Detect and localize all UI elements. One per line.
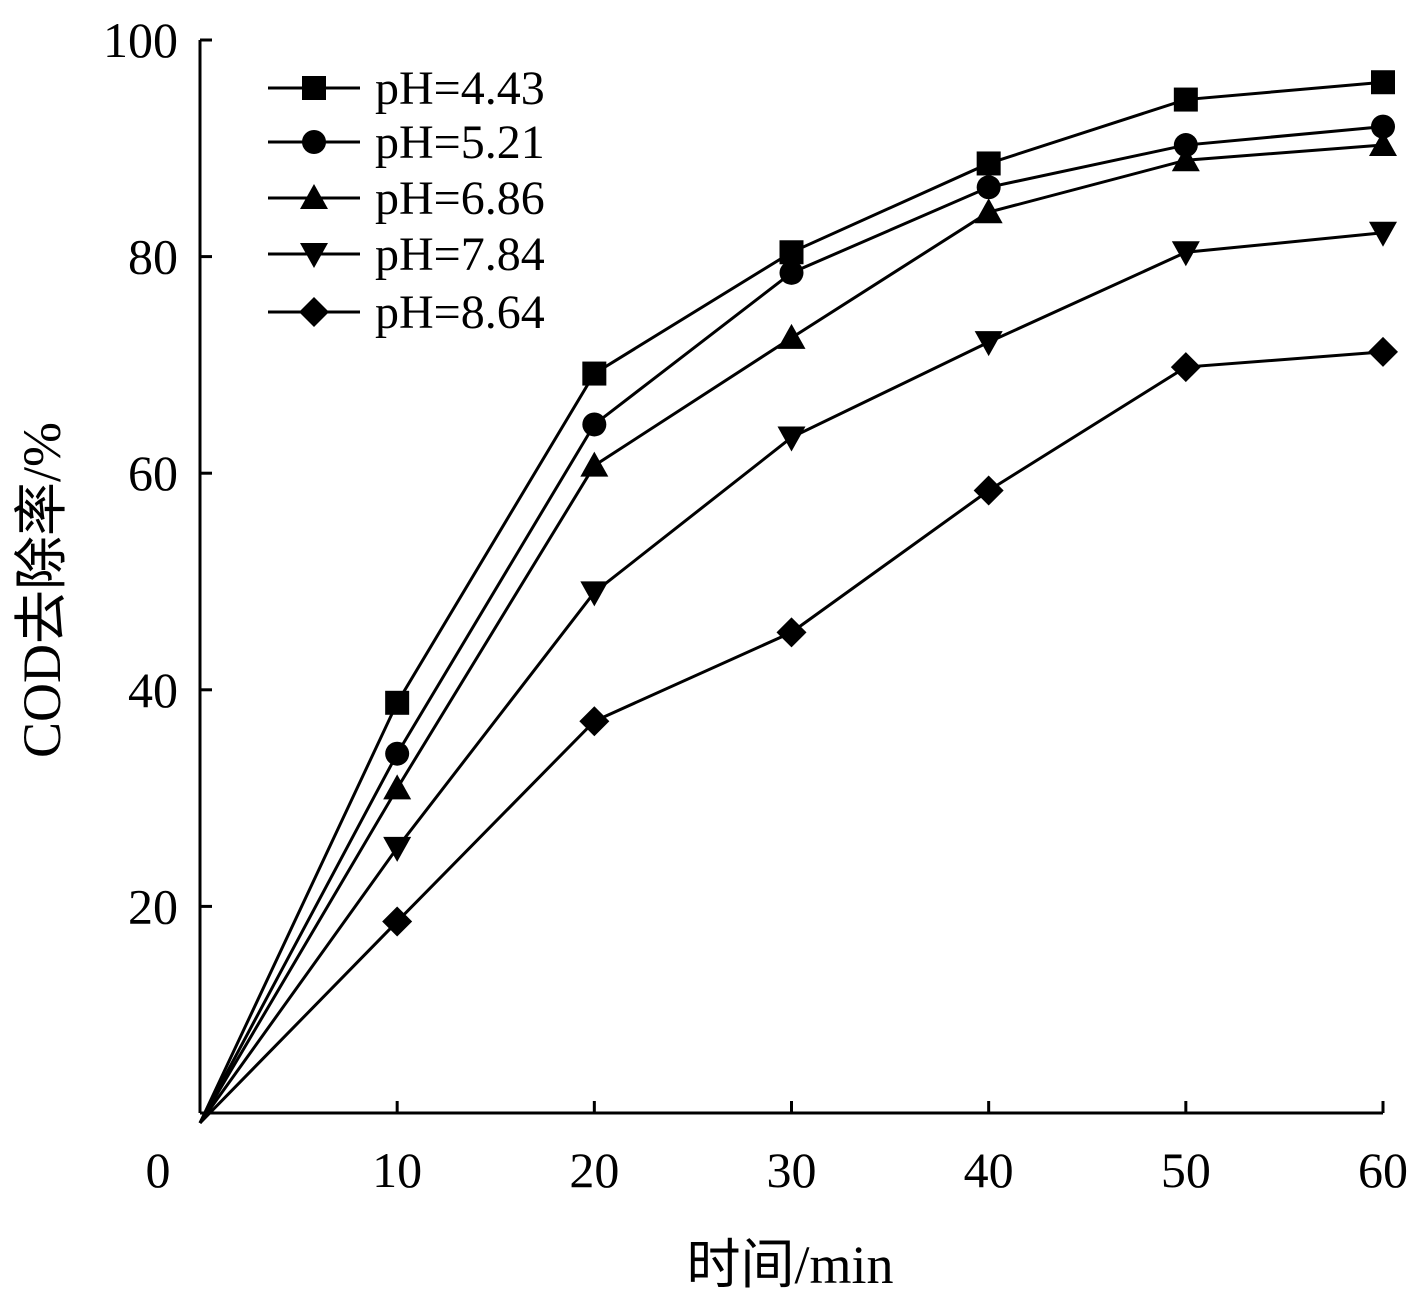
triangle-up-marker — [1171, 146, 1200, 172]
series-ph-8-64 — [198, 336, 1398, 1125]
circle-marker — [779, 260, 804, 285]
triangle-up-marker — [580, 451, 609, 477]
square-marker — [582, 361, 607, 386]
y-tick-label: 60 — [128, 445, 178, 501]
triangle-up-marker — [300, 184, 328, 209]
triangle-up-marker — [777, 323, 806, 349]
y-axis-title: COD去除率/% — [12, 422, 72, 758]
legend-entry: pH=5.21 — [268, 116, 545, 169]
x-tick-label: 40 — [964, 1142, 1014, 1198]
square-marker — [1173, 87, 1198, 112]
diamond-marker — [579, 706, 610, 737]
triangle-down-marker — [300, 243, 328, 268]
series-ph-5-21 — [198, 114, 1395, 1124]
x-tick-label: 10 — [372, 1142, 422, 1198]
triangle-down-marker — [1369, 221, 1397, 247]
x-tick-label: 20 — [569, 1142, 619, 1198]
circle-marker — [582, 412, 607, 437]
circle-marker — [1371, 114, 1395, 139]
square-marker — [779, 240, 804, 265]
y-tick-label: 100 — [103, 12, 178, 68]
legend-label: pH=7.84 — [375, 228, 545, 281]
diamond-marker — [1170, 352, 1201, 383]
triangle-up-marker — [974, 198, 1003, 224]
y-tick-label: 40 — [128, 662, 178, 718]
diamond-marker — [1368, 336, 1398, 367]
legend-entry: pH=8.64 — [268, 286, 545, 339]
origin-label: 0 — [146, 1142, 171, 1198]
triangle-up-marker — [383, 774, 412, 800]
circle-marker — [1173, 133, 1198, 158]
series-line — [198, 350, 1384, 1125]
x-tick-label: 30 — [767, 1142, 817, 1198]
legend-entry: pH=4.43 — [268, 62, 545, 115]
circle-marker — [302, 130, 326, 154]
triangle-up-marker — [1369, 131, 1397, 157]
square-marker — [302, 76, 326, 100]
square-marker — [385, 690, 410, 715]
legend-entry: pH=6.86 — [268, 172, 545, 225]
diamond-marker — [382, 906, 413, 937]
series-group — [198, 70, 1398, 1125]
y-tick-label: 20 — [128, 878, 178, 934]
series-ph-4-43 — [198, 70, 1395, 1124]
triangle-down-marker — [777, 426, 806, 452]
x-axis-title: 时间/min — [686, 1235, 893, 1295]
triangle-down-marker — [580, 581, 609, 607]
axes: 20 40 60 80 100 10 20 30 40 50 60 — [103, 12, 1408, 1198]
circle-marker — [976, 175, 1001, 200]
series-ph-6-86 — [198, 131, 1397, 1124]
triangle-down-marker — [1171, 241, 1200, 267]
legend-label: pH=4.43 — [375, 62, 545, 115]
triangle-down-marker — [383, 836, 412, 862]
triangle-down-marker — [974, 331, 1003, 357]
diamond-marker — [973, 475, 1004, 506]
legend-label: pH=5.21 — [375, 116, 545, 169]
diamond-marker — [299, 297, 329, 327]
square-marker — [1371, 70, 1395, 95]
y-tick-label: 80 — [128, 229, 178, 285]
legend-entry: pH=7.84 — [268, 228, 545, 281]
x-tick-label: 50 — [1161, 1142, 1211, 1198]
legend-label: pH=8.64 — [375, 286, 545, 339]
circle-marker — [385, 741, 410, 766]
x-tick-label: 60 — [1358, 1142, 1408, 1198]
legend-label: pH=6.86 — [375, 172, 545, 225]
diamond-marker — [776, 617, 807, 648]
series-ph-7-84 — [198, 221, 1397, 1124]
square-marker — [976, 151, 1001, 176]
